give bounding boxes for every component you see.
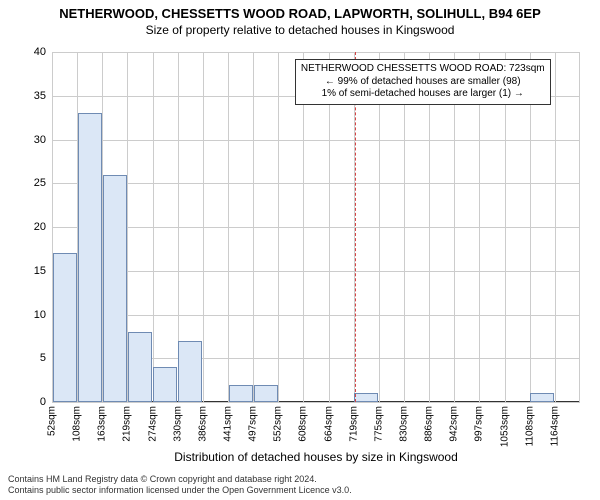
xtick-label: 330sqm	[172, 406, 183, 442]
xtick-label: 219sqm	[122, 406, 133, 442]
gridline-v	[479, 52, 480, 402]
gridline-v	[404, 52, 405, 402]
xtick-label: 719sqm	[348, 406, 359, 442]
xtick-label: 997sqm	[474, 406, 485, 442]
xtick-label: 274sqm	[147, 406, 158, 442]
ytick-label: 25	[34, 177, 46, 189]
ytick-label: 30	[34, 134, 46, 146]
gridline-v	[454, 52, 455, 402]
xtick-label: 664sqm	[323, 406, 334, 442]
gridline-h	[52, 140, 580, 141]
xtick-label: 608sqm	[298, 406, 309, 442]
gridline-v	[555, 52, 556, 402]
xtick-label: 552sqm	[273, 406, 284, 442]
gridline-v	[429, 52, 430, 402]
xtick-label: 942sqm	[449, 406, 460, 442]
footer-line-2: Contains public sector information licen…	[8, 485, 592, 496]
gridline-h	[52, 227, 580, 228]
gridline-v	[579, 52, 580, 402]
xtick-label: 441sqm	[223, 406, 234, 442]
xtick-label: 830sqm	[399, 406, 410, 442]
xtick-label: 775sqm	[373, 406, 384, 442]
xtick-label: 497sqm	[248, 406, 259, 442]
ytick-label: 15	[34, 265, 46, 277]
page-subtitle: Size of property relative to detached ho…	[0, 23, 600, 37]
gridline-v	[379, 52, 380, 402]
xtick-label: 1053sqm	[499, 406, 510, 447]
plot-region: 051015202530354052sqm108sqm163sqm219sqm2…	[52, 52, 580, 402]
gridline-v	[303, 52, 304, 402]
histogram-bar	[78, 113, 102, 402]
histogram-bar	[103, 175, 127, 403]
ytick-label: 40	[34, 46, 46, 58]
marker-line	[355, 52, 356, 402]
gridline-v	[329, 52, 330, 402]
xtick-label: 1108sqm	[524, 406, 535, 446]
ytick-label: 5	[40, 352, 46, 364]
annotation-line: NETHERWOOD CHESSETTS WOOD ROAD: 723sqm	[301, 63, 545, 76]
gridline-v	[505, 52, 506, 402]
histogram-bar	[178, 341, 202, 402]
x-axis-label: Distribution of detached houses by size …	[52, 450, 580, 464]
gridline-h	[52, 315, 580, 316]
histogram-bar	[254, 385, 278, 403]
histogram-bar	[153, 367, 177, 402]
gridline-v	[228, 52, 229, 402]
footer-line-1: Contains HM Land Registry data © Crown c…	[8, 474, 592, 485]
gridline-h	[52, 271, 580, 272]
annotation-line: ← 99% of detached houses are smaller (98…	[301, 76, 545, 89]
xtick-label: 386sqm	[197, 406, 208, 442]
footer-attribution: Contains HM Land Registry data © Crown c…	[8, 474, 592, 496]
gridline-v	[203, 52, 204, 402]
gridline-v	[253, 52, 254, 402]
ytick-label: 0	[40, 396, 46, 408]
ytick-label: 10	[34, 309, 46, 321]
ytick-label: 20	[34, 221, 46, 233]
xtick-label: 1164sqm	[549, 406, 560, 446]
gridline-h	[52, 402, 580, 403]
gridline-v	[278, 52, 279, 402]
xtick-label: 52sqm	[47, 406, 58, 436]
gridline-h	[52, 52, 580, 53]
annotation-box: NETHERWOOD CHESSETTS WOOD ROAD: 723sqm← …	[295, 59, 551, 105]
annotation-line: 1% of semi-detached houses are larger (1…	[301, 88, 545, 101]
xtick-label: 108sqm	[72, 406, 83, 442]
histogram-bar	[530, 393, 554, 402]
xtick-label: 886sqm	[424, 406, 435, 442]
histogram-bar	[53, 253, 77, 402]
histogram-bar	[229, 385, 253, 403]
gridline-v	[530, 52, 531, 402]
chart-area: 051015202530354052sqm108sqm163sqm219sqm2…	[52, 52, 580, 402]
gridline-v	[153, 52, 154, 402]
histogram-bar	[354, 393, 378, 402]
ytick-label: 35	[34, 90, 46, 102]
xtick-label: 163sqm	[97, 406, 108, 442]
histogram-bar	[128, 332, 152, 402]
page-title: NETHERWOOD, CHESSETTS WOOD ROAD, LAPWORT…	[0, 0, 600, 21]
gridline-h	[52, 183, 580, 184]
